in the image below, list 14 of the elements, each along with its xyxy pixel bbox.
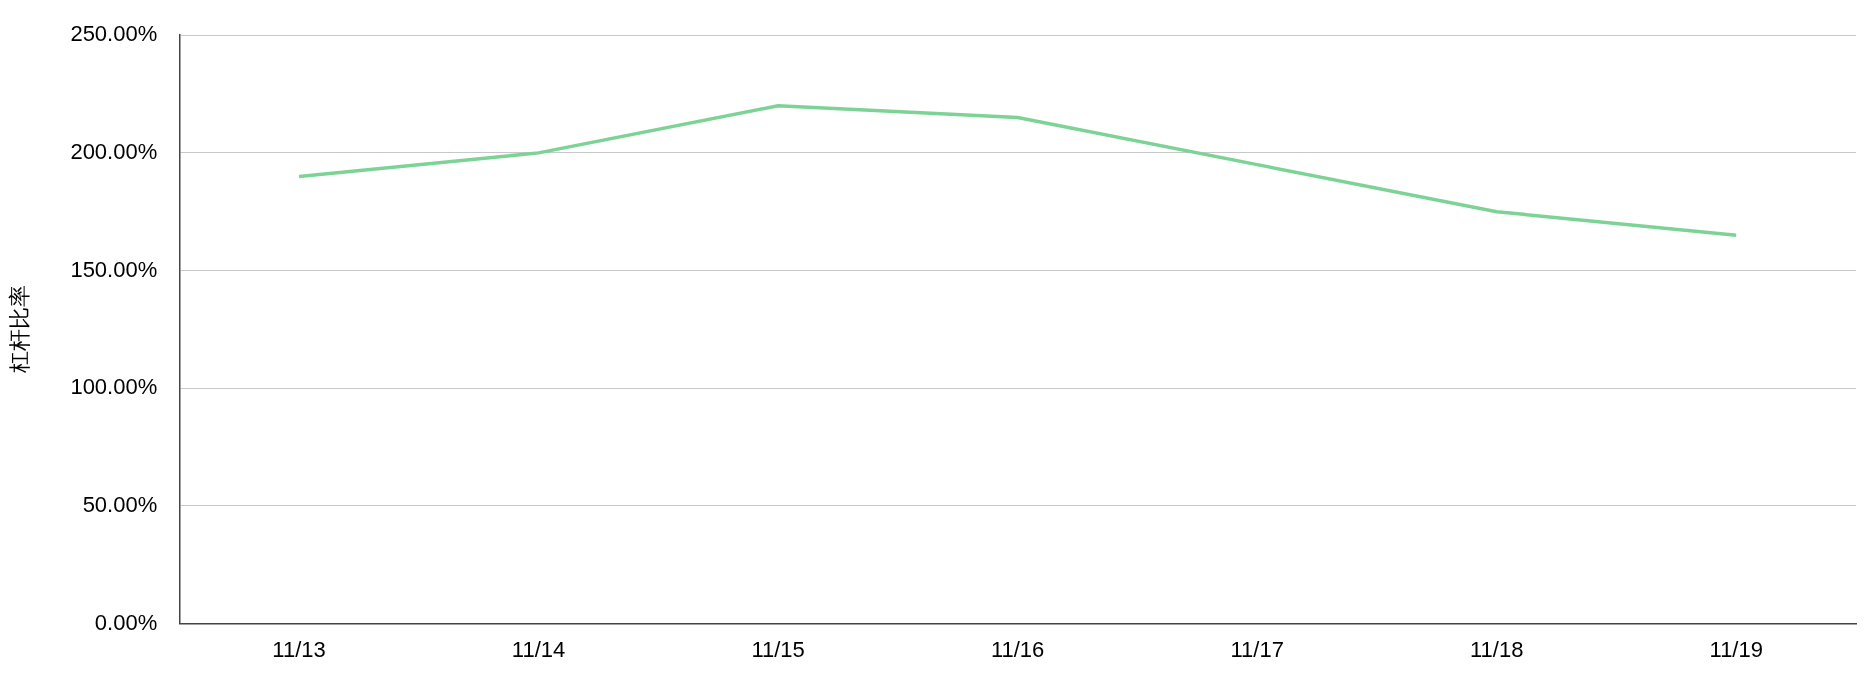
x-tick-label: 11/19	[1709, 636, 1763, 662]
x-tick-label: 11/15	[751, 636, 805, 662]
y-tick-label: 100.00%	[70, 374, 158, 400]
x-tick-label: 11/14	[511, 636, 566, 662]
x-tick-label: 11/13	[272, 636, 326, 662]
y-tick-label: 50.00%	[82, 491, 158, 517]
y-tick-label: 0.00%	[94, 609, 158, 635]
x-tick-label: 11/18	[1469, 636, 1524, 662]
y-tick-label: 150.00%	[70, 256, 158, 282]
y-tick-label: 200.00%	[70, 138, 158, 164]
x-tick-label: 11/17	[1230, 636, 1284, 662]
y-tick-label: 250.00%	[70, 21, 158, 47]
x-tick-label: 11/16	[990, 636, 1045, 662]
y-axis-title: 杠杆比率	[7, 285, 33, 375]
